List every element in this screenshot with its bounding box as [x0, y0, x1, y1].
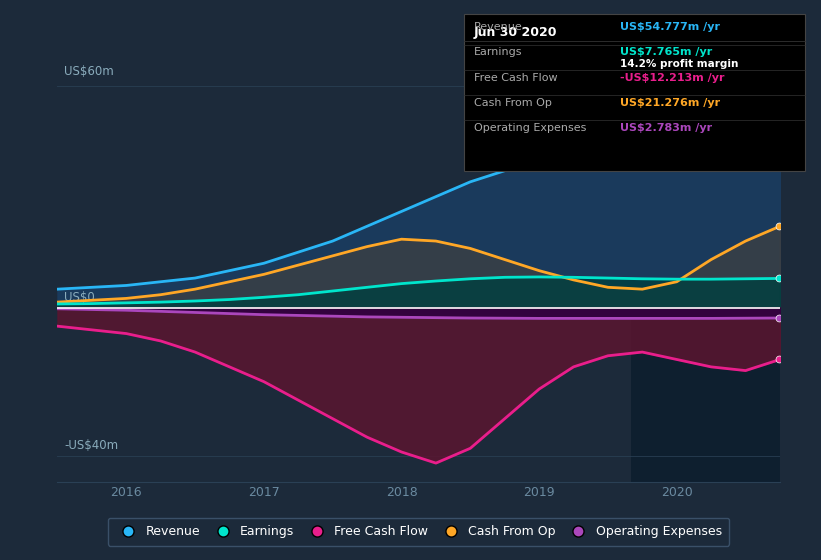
Text: US$7.765m /yr: US$7.765m /yr	[620, 48, 712, 57]
Text: Operating Expenses: Operating Expenses	[474, 123, 586, 133]
Bar	[631, 56, 780, 482]
Text: -US$12.213m /yr: -US$12.213m /yr	[620, 73, 724, 82]
Text: US$21.276m /yr: US$21.276m /yr	[620, 98, 720, 108]
Text: US$2.783m /yr: US$2.783m /yr	[620, 123, 712, 133]
Legend: Revenue, Earnings, Free Cash Flow, Cash From Op, Operating Expenses: Revenue, Earnings, Free Cash Flow, Cash …	[108, 517, 730, 545]
Text: US$60m: US$60m	[64, 65, 114, 78]
Text: -US$40m: -US$40m	[64, 439, 118, 452]
Text: US$54.777m /yr: US$54.777m /yr	[620, 22, 720, 32]
Text: US$0: US$0	[64, 291, 95, 304]
Text: Revenue: Revenue	[474, 22, 522, 32]
Text: Free Cash Flow: Free Cash Flow	[474, 73, 557, 82]
Text: Jun 30 2020: Jun 30 2020	[474, 26, 557, 39]
Text: Cash From Op: Cash From Op	[474, 98, 552, 108]
Text: 14.2% profit margin: 14.2% profit margin	[620, 59, 738, 69]
Text: Earnings: Earnings	[474, 48, 522, 57]
